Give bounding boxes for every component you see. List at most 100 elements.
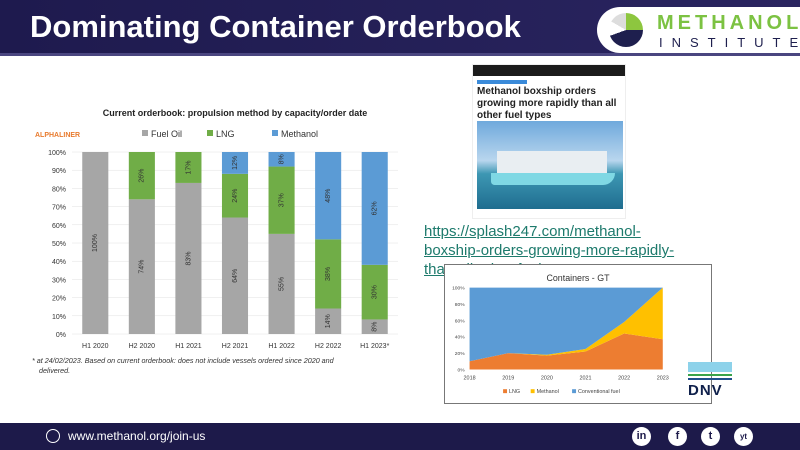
data-label: 30%	[372, 285, 379, 299]
data-label: 100%	[92, 234, 99, 252]
area-series	[469, 287, 663, 362]
y-tick-label: 60%	[52, 223, 66, 230]
data-label: 38%	[325, 267, 332, 281]
article-headline: Methanol boxship orders growing more rap…	[477, 86, 617, 121]
bar-segment	[268, 166, 295, 234]
orderbook-bar-chart: Current orderbook: propulsion method by …	[32, 108, 398, 375]
legend-swatch	[572, 389, 577, 394]
area-series	[469, 333, 663, 370]
bar-segment	[361, 264, 388, 320]
y-tick-label: 20%	[455, 351, 465, 357]
bar-segment	[221, 173, 249, 218]
x-tick-label: H1 2021	[175, 343, 202, 350]
y-tick-label: 40%	[455, 335, 465, 341]
data-label: 64%	[232, 269, 239, 283]
slide-title: Dominating Container Orderbook	[30, 9, 521, 44]
legend-swatch	[207, 130, 213, 136]
data-label: 62%	[372, 201, 379, 215]
data-label: 37%	[278, 193, 285, 207]
linkedin-icon[interactable]: in	[632, 427, 651, 446]
bar-segment	[315, 308, 342, 334]
x-tick-label: H1 2022	[268, 343, 295, 350]
footnote-cont: delivered.	[39, 366, 70, 375]
source-label: ALPHALINER	[35, 132, 80, 139]
article-screenshot: Methanol boxship orders growing more rap…	[472, 64, 626, 219]
data-label: 8%	[372, 322, 379, 332]
article-tags	[477, 80, 527, 84]
youtube-icon[interactable]: yt	[734, 427, 753, 446]
x-tick-label: 2021	[579, 375, 591, 381]
bar-segment	[221, 152, 249, 174]
legend-swatch	[142, 130, 148, 136]
y-tick-label: 20%	[52, 296, 66, 303]
data-label: 74%	[139, 260, 146, 274]
logo-text-institute: INSTITUTE	[659, 35, 800, 50]
bar-segment	[268, 152, 295, 167]
x-tick-label: H2 2020	[129, 343, 156, 350]
bar-segment	[361, 319, 388, 334]
y-tick-label: 10%	[52, 314, 66, 321]
y-tick-label: 100%	[48, 150, 66, 157]
twitter-icon[interactable]: t	[701, 427, 720, 446]
data-label: 14%	[325, 314, 332, 328]
footer-url[interactable]: www.methanol.org/join-us	[68, 429, 206, 443]
legend-label: Methanol	[281, 129, 318, 139]
data-label: 17%	[185, 160, 192, 174]
data-label: 83%	[185, 251, 192, 265]
data-label: 48%	[325, 189, 332, 203]
logo-text-methanol: METHANOL	[657, 12, 800, 34]
y-tick-label: 70%	[52, 205, 66, 212]
containers-gt-area-chart: Containers - GT 0% 20% 40% 60% 80% 100% 2018 201…	[444, 264, 712, 404]
bar-segment	[361, 152, 388, 265]
y-tick-label: 50%	[52, 241, 66, 248]
x-tick-label: 2023	[657, 375, 669, 381]
legend-label: Conventional fuel	[578, 389, 620, 395]
y-tick-label: 30%	[52, 277, 66, 284]
y-tick-label: 60%	[455, 318, 465, 324]
data-label: 55%	[278, 277, 285, 291]
chart-title: Containers - GT	[546, 273, 610, 283]
legend-label: Fuel Oil	[151, 129, 182, 139]
ship-image	[477, 121, 623, 209]
y-tick-label: 0%	[56, 332, 66, 339]
x-tick-label: 2022	[618, 375, 630, 381]
y-tick-label: 100%	[452, 286, 465, 292]
bar-segment	[315, 152, 342, 240]
bar-segment	[82, 152, 109, 334]
legend-label: LNG	[509, 389, 520, 395]
legend-swatch	[503, 389, 508, 394]
y-tick-label: 80%	[455, 302, 465, 308]
bar-segment	[175, 182, 202, 334]
bar-segment	[128, 199, 155, 334]
x-tick-label: 2019	[502, 375, 514, 381]
bar-segment	[268, 233, 295, 334]
x-tick-label: H2 2022	[315, 343, 342, 350]
y-tick-label: 90%	[52, 168, 66, 175]
y-tick-label: 40%	[52, 259, 66, 266]
legend-swatch	[272, 130, 278, 136]
article-nav-bar	[473, 65, 625, 76]
data-label: 8%	[278, 154, 285, 164]
footnote: * at 24/02/2023. Based on current orderb…	[32, 356, 335, 365]
methanol-institute-logo: METHANOL INSTITUTE	[597, 7, 800, 53]
area-series	[469, 287, 663, 362]
bar-segment	[221, 217, 249, 334]
legend-label: Methanol	[537, 389, 559, 395]
data-label: 12%	[232, 156, 239, 170]
data-label: 26%	[139, 169, 146, 183]
x-tick-label: H2 2021	[222, 343, 249, 350]
y-tick-label: 80%	[52, 186, 66, 193]
footer-bar: www.methanol.org/join-us in f t yt	[0, 423, 800, 450]
data-label: 24%	[232, 189, 239, 203]
facebook-icon[interactable]: f	[668, 427, 687, 446]
globe-icon	[46, 429, 60, 443]
bar-segment	[315, 239, 342, 309]
dnv-label: DNV	[688, 382, 723, 399]
dnv-logo: DNV	[688, 362, 732, 406]
logo-mark-icon	[609, 13, 643, 47]
legend-label: LNG	[216, 129, 235, 139]
bar-segment	[175, 152, 202, 183]
x-tick-label: 2020	[541, 375, 553, 381]
y-tick-label: 0%	[458, 367, 466, 373]
chart-title: Current orderbook: propulsion method by …	[103, 108, 368, 118]
